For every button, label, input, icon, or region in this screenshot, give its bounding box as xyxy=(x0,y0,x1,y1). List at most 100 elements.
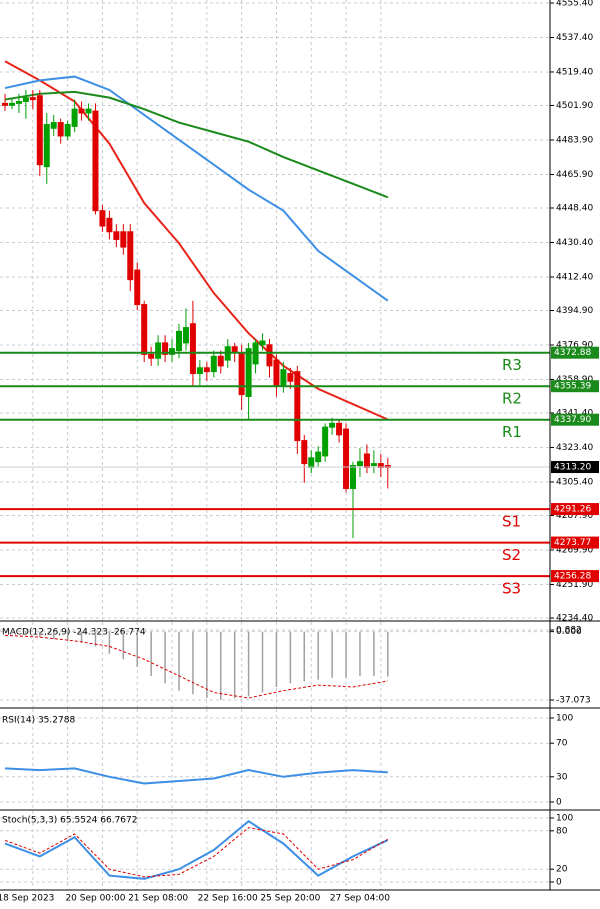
candle-body xyxy=(36,95,43,166)
candle-body xyxy=(210,355,217,373)
candle-body xyxy=(2,102,8,106)
level-value: 4355.39 xyxy=(554,382,591,392)
last-price-label: 4313.20 xyxy=(554,463,591,473)
candle-body xyxy=(238,351,245,396)
y-tick-label: 0 xyxy=(556,798,562,808)
candle-body xyxy=(343,428,350,489)
y-tick-label: 4465.90 xyxy=(556,170,593,180)
candle-body xyxy=(127,231,134,281)
level-name: S3 xyxy=(502,580,521,598)
y-tick-label: 4234.40 xyxy=(556,614,593,624)
candle-body xyxy=(287,373,294,382)
y-tick-label: 4376.90 xyxy=(556,340,593,350)
moving-average xyxy=(4,60,389,421)
last-price-box xyxy=(551,461,599,474)
candle-body xyxy=(162,342,169,355)
candle-body xyxy=(141,304,148,355)
indicator-line xyxy=(4,767,388,785)
level-value: 4291.26 xyxy=(554,505,591,515)
level-value: 4273.77 xyxy=(554,538,591,548)
panel-title: RSI(14) 35.2788 xyxy=(2,716,75,726)
y-tick-label: 70 xyxy=(556,739,568,749)
candle-body xyxy=(85,108,92,114)
y-tick-label: 4501.90 xyxy=(556,101,593,111)
y-tick-label: 4394.90 xyxy=(556,306,593,316)
signal-line xyxy=(4,634,388,699)
candle-body xyxy=(43,123,50,168)
indicator-line xyxy=(4,819,389,880)
x-tick-label: 27 Sep 04:00 xyxy=(330,894,390,904)
candle-body xyxy=(8,102,15,106)
candle-body xyxy=(22,97,29,102)
level-box xyxy=(551,380,599,393)
indicator-line xyxy=(4,827,389,878)
y-tick-label: 30 xyxy=(556,772,568,782)
y-tick-label: 4323.40 xyxy=(556,443,593,453)
y-tick-label: 0.000 xyxy=(556,627,582,637)
candle-body xyxy=(356,461,363,466)
y-tick-label: 100 xyxy=(556,814,573,824)
candle-body xyxy=(78,108,85,114)
level-name: S2 xyxy=(502,546,521,564)
candle-body xyxy=(182,327,189,344)
candle-body xyxy=(120,231,127,248)
candle-body xyxy=(231,346,238,353)
x-tick-label: 18 Sep 2023 xyxy=(0,894,54,904)
y-tick-label: 0.882 xyxy=(556,626,582,636)
moving-average xyxy=(4,90,389,199)
candle-body xyxy=(294,371,301,442)
candle-body xyxy=(315,451,322,463)
candle-body xyxy=(266,344,273,367)
candle-body xyxy=(71,108,78,127)
level-name: R3 xyxy=(502,356,522,374)
y-tick-label: 4537.40 xyxy=(556,33,593,43)
candle-body xyxy=(155,342,162,359)
candle-body xyxy=(322,426,329,457)
candle-body xyxy=(134,269,141,306)
candle-body xyxy=(273,359,280,386)
y-tick-label: 4448.40 xyxy=(556,204,593,214)
y-tick-label: 4519.40 xyxy=(556,67,593,77)
x-tick-label: 25 Sep 20:00 xyxy=(260,894,320,904)
level-value: 4337.90 xyxy=(554,415,591,425)
candle-body xyxy=(106,217,113,233)
candle-body xyxy=(280,369,287,386)
level-name: R1 xyxy=(502,423,522,441)
candle-body xyxy=(99,210,106,227)
y-tick-label: 100 xyxy=(556,714,573,724)
candle-body xyxy=(64,123,71,137)
level-name: S1 xyxy=(502,513,521,531)
candle-body xyxy=(363,453,370,468)
candle-body xyxy=(308,457,315,468)
y-tick-label: 4412.40 xyxy=(556,272,593,282)
candle-body xyxy=(113,231,120,240)
candle-body xyxy=(15,100,22,104)
candle-body xyxy=(176,330,182,352)
candle-body xyxy=(92,110,99,212)
level-value: 4372.88 xyxy=(554,348,591,358)
level-name: R2 xyxy=(502,390,522,408)
level-box xyxy=(551,346,599,359)
y-tick-label: 4341.40 xyxy=(556,409,593,419)
candle-body xyxy=(245,348,252,398)
candle-body xyxy=(169,348,176,355)
candle-body xyxy=(196,367,203,375)
y-tick-label: 80 xyxy=(556,826,568,836)
level-value: 4256.28 xyxy=(554,572,591,582)
candle-body xyxy=(189,323,196,375)
candle-body xyxy=(370,463,377,466)
candle-body xyxy=(203,367,210,373)
y-tick-label: 4555.40 xyxy=(556,0,593,9)
level-box xyxy=(551,413,599,426)
y-tick-label: 4287.90 xyxy=(556,511,593,521)
candle-body xyxy=(29,97,36,101)
panel-title: MACD(12,26,9) -24.323 -26.774 xyxy=(2,628,146,638)
candle-body xyxy=(350,464,356,489)
level-box xyxy=(551,503,599,516)
candle-body xyxy=(57,122,64,137)
level-box xyxy=(551,570,599,583)
candle-body xyxy=(259,340,266,346)
y-tick-label: 4251.90 xyxy=(556,580,593,590)
candle-body xyxy=(217,355,224,367)
